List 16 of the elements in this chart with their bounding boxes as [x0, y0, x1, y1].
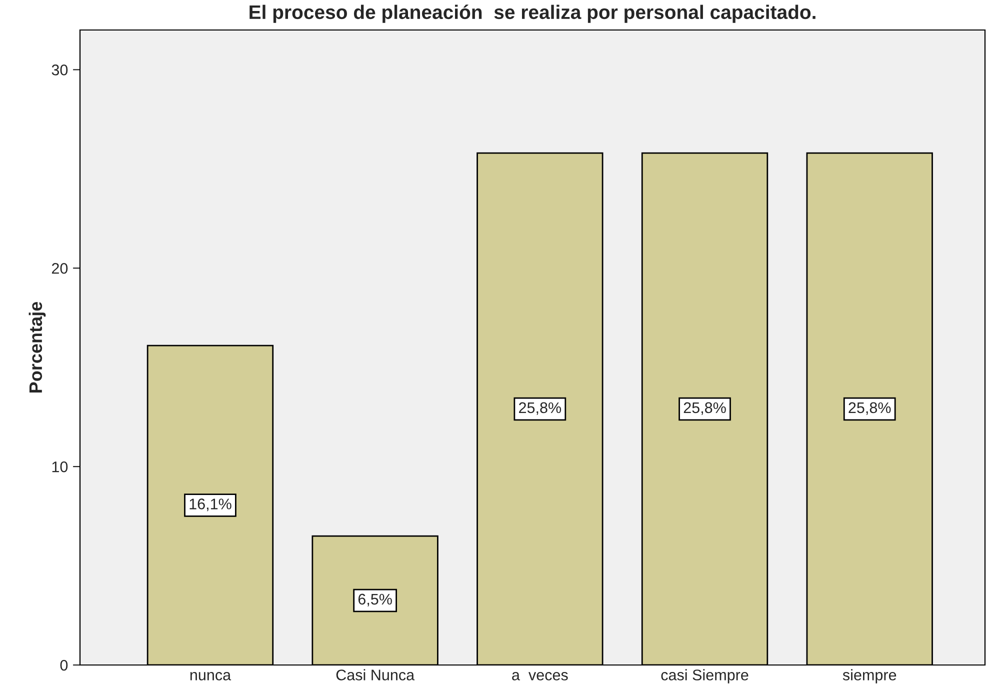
x-tick-label: nunca	[190, 672, 232, 680]
y-tick-label: 10	[52, 461, 68, 472]
data-label: 16,1%	[190, 498, 232, 512]
chart-title: El proceso de planeación se realiza por personal capacitado.	[250, 4, 816, 23]
y-tick-label: 0	[60, 660, 68, 671]
data-label: 25,8%	[519, 402, 562, 415]
x-tick-label: a veces	[512, 672, 568, 680]
y-tick-label: 30	[52, 64, 68, 76]
y-axis-title: Porcentaje	[28, 302, 46, 392]
y-tick-label: 20	[52, 262, 68, 274]
x-tick-label: siempre	[842, 669, 896, 684]
data-label: 25,8%	[848, 402, 891, 415]
data-label: 6,5%	[358, 594, 392, 606]
data-label: 25,8%	[684, 402, 726, 415]
x-tick-label: casi Siempre	[661, 669, 748, 684]
x-tick-label: Casi Nunca	[336, 669, 415, 680]
